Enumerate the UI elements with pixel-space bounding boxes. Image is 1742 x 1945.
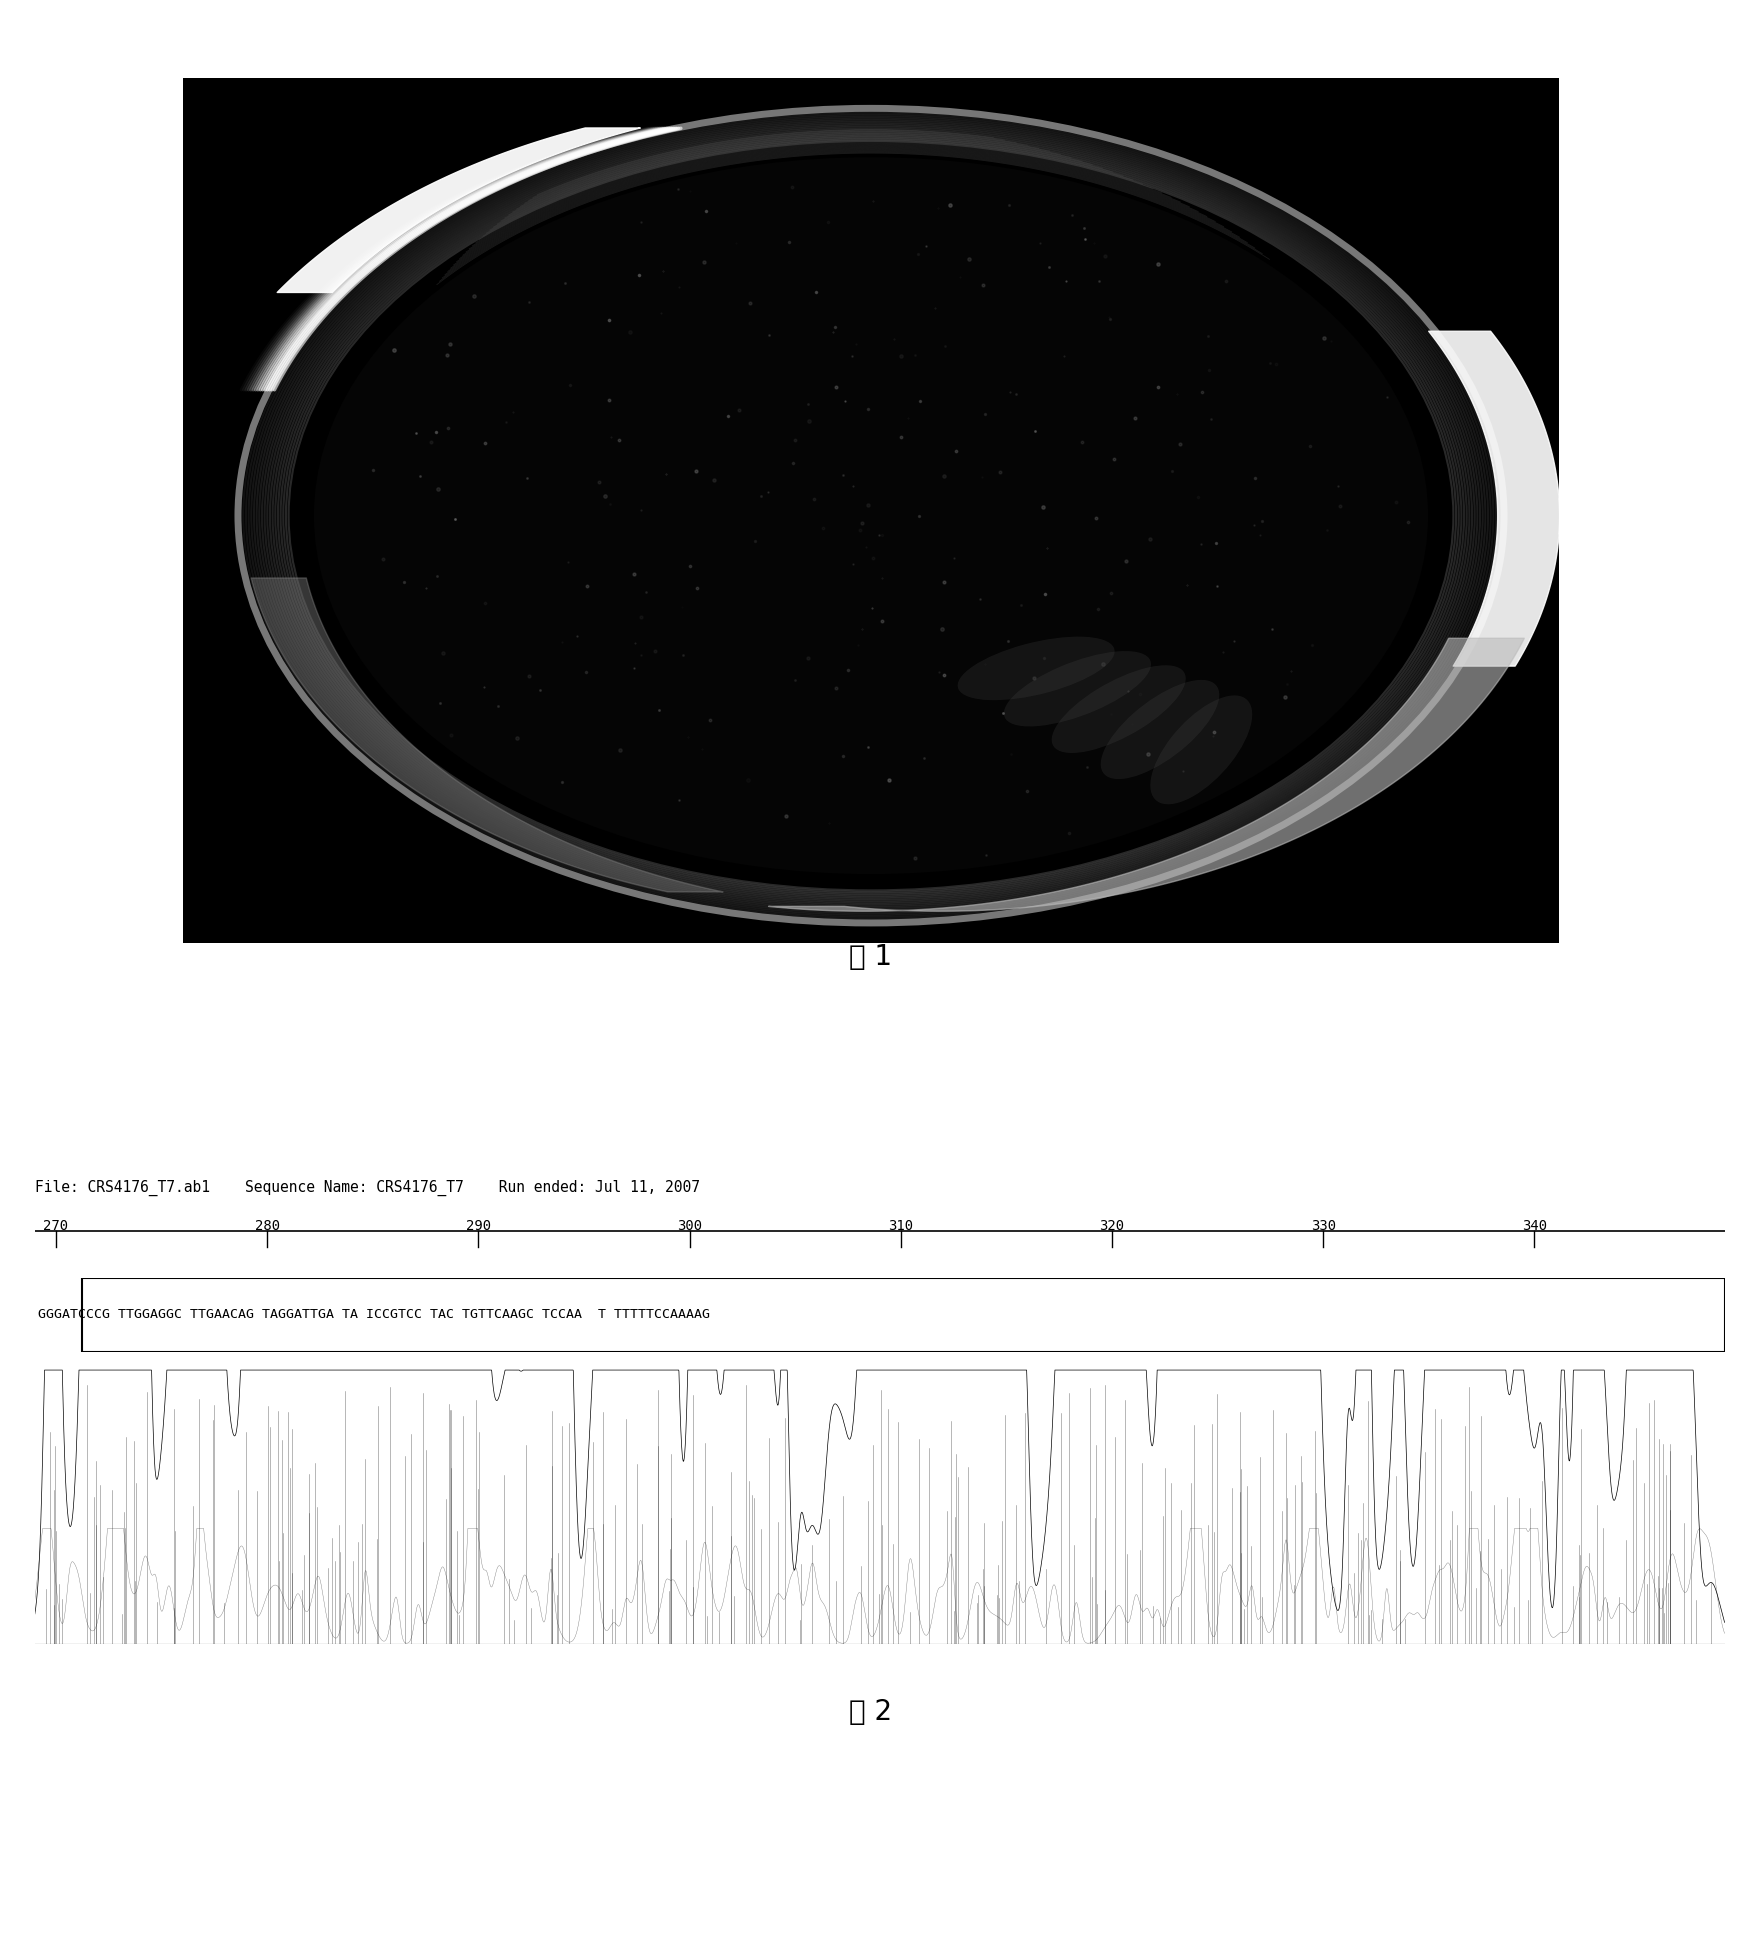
- Text: 300: 300: [678, 1220, 702, 1233]
- Ellipse shape: [1101, 681, 1219, 780]
- Text: 图 1: 图 1: [850, 943, 892, 971]
- Ellipse shape: [1150, 696, 1252, 805]
- Ellipse shape: [1052, 665, 1186, 753]
- Text: File: CRS4176_T7.ab1    Sequence Name: CRS4176_T7    Run ended: Jul 11, 2007: File: CRS4176_T7.ab1 Sequence Name: CRS4…: [35, 1181, 700, 1196]
- Text: GGGATCCCG TTGGAGGC TTGAACAG TAGGATTGA TA ICCGTCC TAC TGTTCAAGC TCCAA  T TTTTTCCA: GGGATCCCG TTGGAGGC TTGAACAG TAGGATTGA TA…: [38, 1309, 711, 1321]
- Text: 270: 270: [44, 1220, 68, 1233]
- Ellipse shape: [314, 158, 1428, 873]
- Text: 280: 280: [254, 1220, 280, 1233]
- Text: 310: 310: [888, 1220, 913, 1233]
- Ellipse shape: [1003, 652, 1151, 725]
- Ellipse shape: [958, 636, 1115, 700]
- Text: 340: 340: [1523, 1220, 1547, 1233]
- Text: 320: 320: [1099, 1220, 1125, 1233]
- Text: 330: 330: [1310, 1220, 1336, 1233]
- Text: 图 2: 图 2: [850, 1698, 892, 1725]
- Text: 290: 290: [465, 1220, 491, 1233]
